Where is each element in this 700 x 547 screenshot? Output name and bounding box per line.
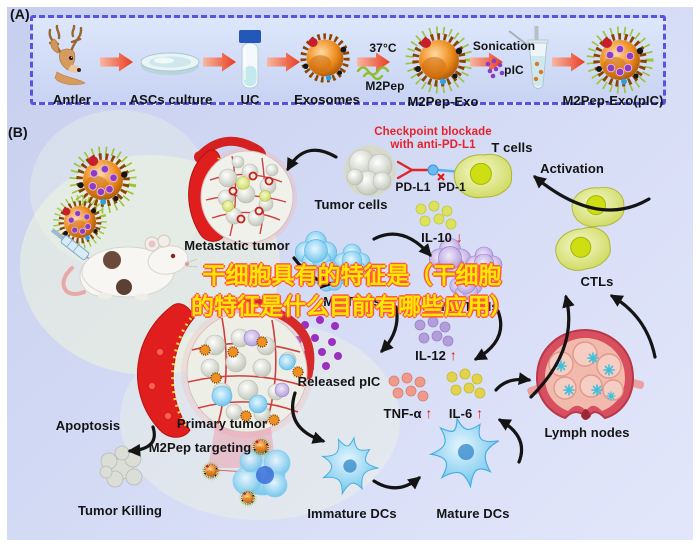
m2pep-wave-icon <box>356 66 390 81</box>
mouse-icon <box>61 234 199 301</box>
flow-arrows-black <box>127 148 657 490</box>
tumor-cells-label: Tumor cells <box>314 197 388 212</box>
m2pep-exo-icon <box>410 31 469 90</box>
m2-tams-label: M2-TAMs <box>323 294 381 309</box>
watermark-text: 干细胞具有的特征是（干细胞 的特征是什么目前有哪些应用） <box>191 262 513 319</box>
petri-dish-icon <box>140 52 200 75</box>
tumor-cell-illustration <box>344 145 396 197</box>
metastatic-tumor-label: Metastatic tumor <box>184 238 290 253</box>
t-cells-label: T cells <box>491 140 533 155</box>
lymph-node-illustration <box>527 328 645 420</box>
pic-dots-icon <box>485 58 505 79</box>
step-label-antler: Antler <box>52 92 92 107</box>
panel-a-label: (A) <box>10 6 30 22</box>
uc-tube-icon <box>239 30 261 89</box>
primary-tumor-label: Primary tumor <box>176 416 268 431</box>
exosome-icon <box>303 36 347 80</box>
mature-dcs-label: Mature DCs <box>436 506 510 521</box>
il6-dots <box>446 368 486 399</box>
activation-label: Activation <box>540 161 604 176</box>
flow-arrow-3 <box>267 52 300 72</box>
m1-tams-label: M1-TAMs <box>441 299 499 314</box>
checkpoint-blockade-label: Checkpoint blockade with anti-PD-L1 <box>374 126 492 151</box>
pd-1-label: PD-1 <box>438 180 466 194</box>
panel-b-label: (B) <box>8 124 28 140</box>
lymph-nodes-label: Lymph nodes <box>544 425 630 440</box>
m2pep-exo-pic-icon <box>591 31 650 90</box>
il10-label: IL-10 ↓ <box>421 229 463 245</box>
sonication-label: Sonication <box>472 39 536 53</box>
metastatic-tumor-illustration <box>188 136 297 247</box>
il12-dots <box>414 316 454 347</box>
tumor-killing-label: Tumor Killing <box>77 503 163 518</box>
deer-icon <box>48 24 86 86</box>
il10-dots <box>415 200 457 230</box>
ctl-cell-illustration-2 <box>552 224 614 274</box>
tnf-dots <box>388 372 429 402</box>
released-pic-label: Released pIC <box>297 374 381 389</box>
il12-label: IL-12 ↑ <box>415 347 457 363</box>
immature-dcs-label: Immature DCs <box>307 506 397 521</box>
dc-mature-illustration <box>423 409 509 495</box>
flow-arrow-6 <box>552 52 585 72</box>
m2pep-targeting-illustration <box>203 438 291 506</box>
step-label-m2pep-exo-pic: M2Pep-Exo(pIC) <box>562 93 664 108</box>
flow-arrow-1 <box>100 52 133 72</box>
apoptosis-label: Apoptosis <box>55 418 121 433</box>
step-label-uc: UC <box>240 92 260 107</box>
ctls-label: CTLs <box>580 274 614 289</box>
step-label-m2pep-exo: M2Pep-Exo <box>407 94 479 109</box>
sonication-tube-icon <box>508 26 549 89</box>
step-label-exosomes: Exosomes <box>294 92 360 107</box>
temperature-label: 37°C <box>369 41 397 55</box>
tumor-killing-illustration <box>99 445 143 488</box>
m2pep-targeting-label: M2Pep targeting <box>148 440 252 455</box>
il6-label: IL-6 ↑ <box>448 405 484 421</box>
ctl-cell-illustration-1 <box>571 187 625 228</box>
primary-tumor-illustration <box>137 297 315 468</box>
flow-arrow-2 <box>203 52 236 72</box>
pic-label: pIC <box>504 63 524 77</box>
m2pep-label: M2Pep <box>365 79 405 93</box>
pd-l1-label: PD-L1 <box>395 180 431 194</box>
step-label-ascs-culture: ASCs culture <box>129 92 213 107</box>
tnf-label: TNF-α ↑ <box>383 405 433 421</box>
anti-pd-l1-antibody-icon <box>396 160 463 181</box>
